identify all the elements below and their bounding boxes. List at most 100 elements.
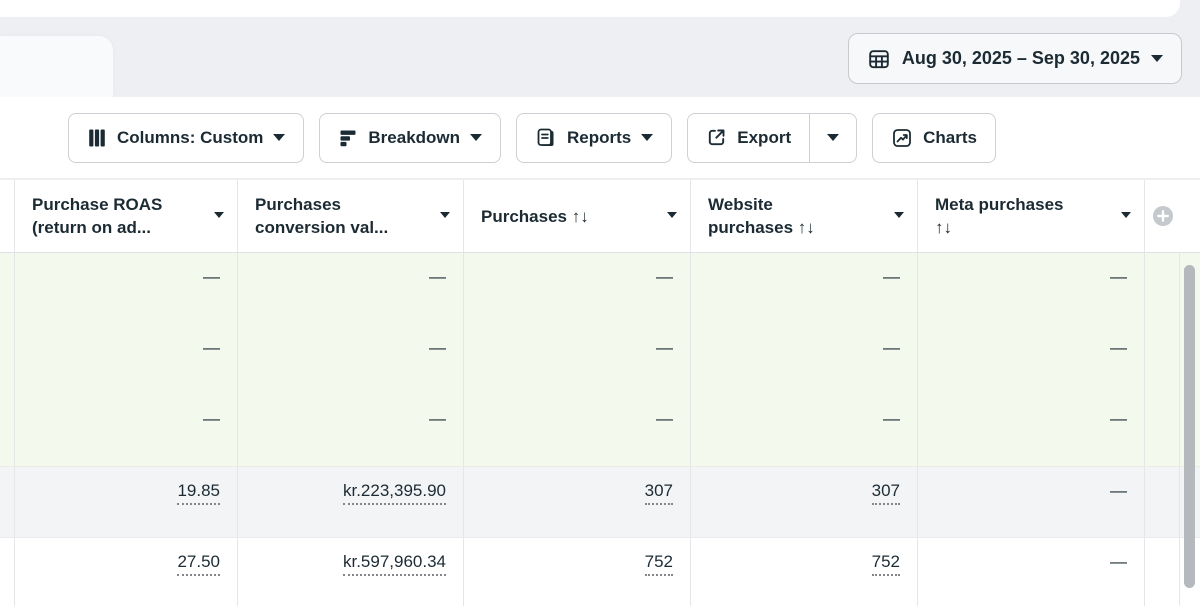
chevron-down-icon[interactable] [1121, 212, 1131, 218]
table-cell: — [238, 253, 464, 324]
table-cell: — [238, 324, 464, 395]
metric-value: — [656, 409, 673, 428]
column-header-purchases-conversion-value[interactable]: Purchases conversion val... [238, 180, 464, 252]
column-header-purchase-roas[interactable]: Purchase ROAS (return on ad... [15, 180, 238, 252]
chevron-down-icon [827, 134, 840, 141]
active-tab[interactable] [0, 36, 113, 97]
table-cell: — [918, 395, 1145, 466]
table-cell: — [918, 538, 1145, 606]
table-row: 19.85 kr.223,395.90 307 307 — [0, 466, 1200, 537]
frozen-column-edge [0, 180, 15, 252]
reports-button[interactable]: Reports [516, 112, 673, 163]
table-cell: — [918, 467, 1145, 537]
column-header-website-purchases[interactable]: Website purchases ↑↓ [691, 180, 918, 252]
chevron-down-icon[interactable] [667, 212, 677, 218]
table-row: 27.50 kr.597,960.34 752 752 — [0, 537, 1200, 606]
table-cell: kr.597,960.34 [238, 538, 464, 606]
table-cell: 307 [691, 467, 918, 537]
table-row: — — — — — [0, 324, 1200, 395]
metric-value[interactable]: 752 [644, 551, 673, 576]
table-cell: — [464, 395, 691, 466]
metric-value: — [883, 338, 900, 357]
metric-value[interactable]: 27.50 [177, 551, 220, 576]
table-cell: 19.85 [15, 467, 238, 537]
columns-button[interactable]: Columns: Custom [68, 112, 305, 163]
table-row: — — — — — [0, 395, 1200, 466]
metric-value[interactable]: kr.597,960.34 [342, 551, 446, 576]
add-column-button[interactable] [1152, 205, 1174, 227]
row-filler [1145, 395, 1180, 466]
row-filler [1145, 324, 1180, 395]
metric-value: — [883, 409, 900, 428]
chevron-down-icon [470, 134, 483, 141]
chevron-down-icon[interactable] [440, 212, 450, 218]
column-header-purchases[interactable]: Purchases ↑↓ [464, 180, 691, 252]
metric-value: — [1110, 409, 1127, 428]
column-header-label: conversion val... [255, 218, 389, 237]
table-header-row: Purchase ROAS (return on ad... Purchases… [0, 180, 1200, 253]
metric-value: — [656, 338, 673, 357]
reports-button-label: Reports [567, 127, 632, 147]
date-range-button[interactable]: Aug 30, 2025 – Sep 30, 2025 [847, 33, 1182, 84]
chevron-down-icon [641, 134, 654, 141]
table-cell: — [691, 395, 918, 466]
row-filler [1145, 253, 1180, 324]
export-button-label: Export [737, 127, 792, 147]
breakdown-button[interactable]: Breakdown [319, 112, 502, 163]
chevron-down-icon[interactable] [894, 212, 904, 218]
column-header-label: Purchase ROAS [32, 195, 163, 214]
frozen-column-edge [0, 467, 15, 537]
split-divider [809, 113, 811, 162]
metric-value: — [1110, 552, 1127, 571]
breakdown-icon [338, 128, 358, 148]
table-cell: 752 [464, 538, 691, 606]
table-cell: — [238, 395, 464, 466]
table-cell: kr.223,395.90 [238, 467, 464, 537]
metric-value[interactable]: 307 [644, 480, 673, 505]
metric-value[interactable]: 19.85 [177, 480, 220, 505]
column-header-label: (return on ad... [32, 218, 151, 237]
export-button[interactable]: Export [688, 114, 809, 162]
top-panel-edge [0, 0, 1180, 17]
metric-value: — [1110, 481, 1127, 500]
chevron-down-icon[interactable] [214, 212, 224, 218]
vertical-scrollbar[interactable] [1184, 265, 1195, 588]
table-cell: — [15, 395, 238, 466]
frozen-column-edge [0, 395, 15, 466]
table-cell: — [15, 324, 238, 395]
metrics-table: Purchase ROAS (return on ad... Purchases… [0, 180, 1200, 606]
table-cell: — [464, 253, 691, 324]
table-cell: 27.50 [15, 538, 238, 606]
metric-value: — [203, 409, 220, 428]
metric-value: — [429, 267, 446, 286]
metric-value: — [1110, 267, 1127, 286]
metric-value: — [429, 409, 446, 428]
chevron-down-icon [273, 134, 286, 141]
table-toolbar: Columns: Custom Breakdown [0, 97, 1200, 180]
export-menu-button[interactable] [810, 114, 856, 162]
charts-icon [891, 127, 913, 149]
breakdown-button-label: Breakdown [368, 127, 461, 147]
table-cell: — [918, 253, 1145, 324]
metric-value[interactable]: kr.223,395.90 [342, 480, 446, 505]
metric-value[interactable]: 307 [871, 480, 900, 505]
charts-button[interactable]: Charts [872, 112, 996, 163]
metric-value: — [429, 338, 446, 357]
metric-value: — [656, 267, 673, 286]
metric-value[interactable]: 752 [871, 551, 900, 576]
frozen-column-edge [0, 324, 15, 395]
metric-value: — [203, 338, 220, 357]
metric-value: — [203, 267, 220, 286]
table-cell: — [464, 324, 691, 395]
column-header-label: ↑↓ [935, 218, 952, 237]
row-filler [1145, 467, 1180, 537]
column-header-label: Website [708, 195, 773, 214]
table-cell: — [691, 253, 918, 324]
column-header-meta-purchases[interactable]: Meta purchases ↑↓ [918, 180, 1145, 252]
column-header-label: purchases ↑↓ [708, 218, 815, 237]
table-cell: — [918, 324, 1145, 395]
columns-icon [87, 128, 107, 148]
date-range-label: Aug 30, 2025 – Sep 30, 2025 [901, 48, 1140, 68]
column-header-label: Purchases ↑↓ [481, 206, 589, 226]
